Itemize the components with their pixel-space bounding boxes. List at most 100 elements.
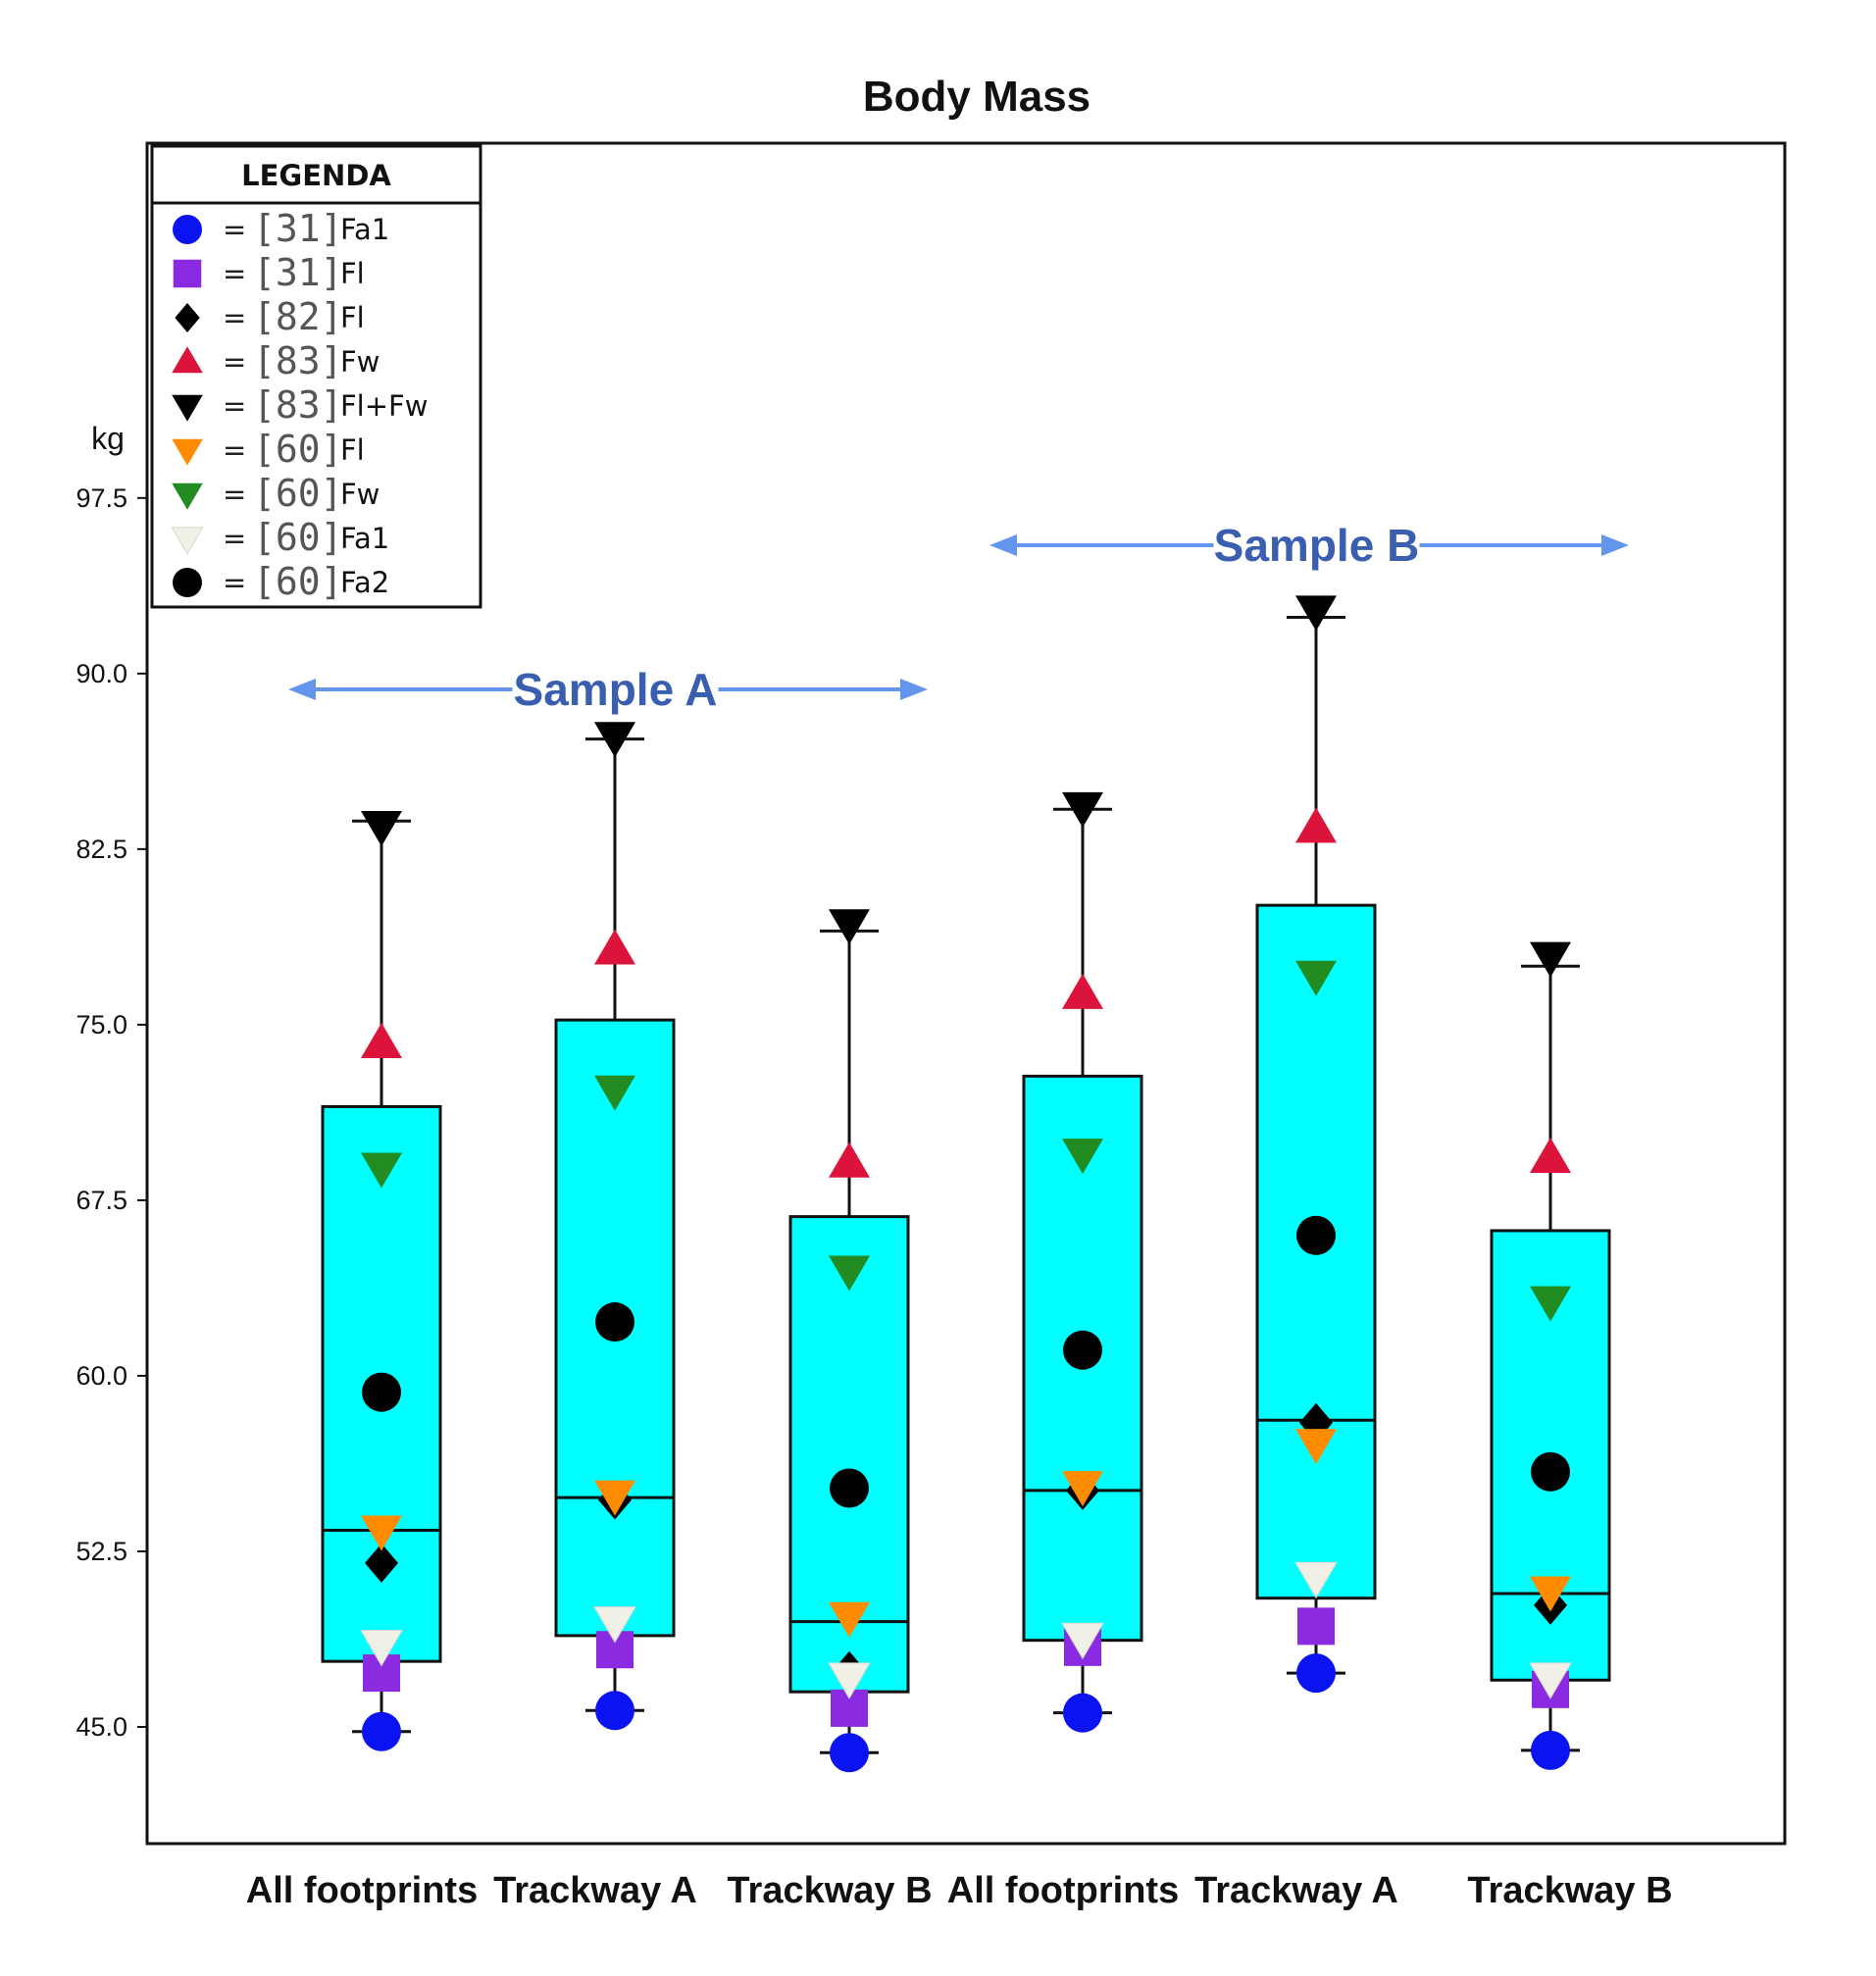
marker-60-fa1: [1529, 1662, 1572, 1699]
legend-ref: [82]: [253, 295, 343, 338]
marker-83-fw: [1062, 973, 1103, 1009]
marker-60-fw: [1295, 960, 1337, 996]
box-2: [554, 737, 676, 1712]
legend-item: = [83]Fl+Fw: [172, 383, 428, 427]
box-5: [1255, 616, 1377, 1675]
legend-marker-60-fa1: [171, 527, 204, 555]
marker-60-fa2: [362, 1372, 401, 1412]
category-label: Trackway A: [493, 1870, 697, 1911]
legend-code: Fa1: [340, 213, 389, 246]
legend-item: = [82]Fl: [175, 295, 365, 338]
box-4: [1022, 807, 1143, 1715]
legend-equals: =: [223, 257, 246, 290]
marker-31-fa1: [1063, 1693, 1102, 1733]
legend-item: = [83]Fw: [172, 339, 380, 382]
sample-arrowhead-right: [900, 679, 928, 700]
legend-ref: [60]: [253, 472, 343, 515]
box-1: [321, 819, 442, 1734]
marker-60-fa2: [595, 1302, 634, 1343]
sample-arrowhead-left: [989, 534, 1017, 556]
legend-code: Fa1: [340, 522, 389, 555]
y-axis-unit-label: kg: [91, 421, 125, 456]
y-tick-label: 97.5: [76, 483, 127, 513]
legend-marker-60-fl: [172, 438, 203, 466]
legend-marker-60-fw: [172, 482, 203, 510]
marker-60-fa1: [593, 1606, 636, 1644]
marker-60-fl: [361, 1515, 402, 1551]
marker-60-fl: [829, 1601, 870, 1638]
sample-groups: Sample A Sample B: [288, 520, 1629, 715]
category-label: All footprints: [246, 1870, 478, 1911]
marker-60-fa2: [1531, 1451, 1570, 1492]
marker-83-fl-fw: [1530, 941, 1571, 978]
legend-equals: =: [223, 522, 246, 555]
plot-frame: [145, 141, 1787, 1846]
marker-60-fa1: [828, 1662, 871, 1699]
marker-83-fw: [829, 1141, 870, 1178]
y-tick-label: 82.5: [76, 835, 127, 864]
marker-83-fl-fw: [829, 909, 870, 945]
marker-31-fa1: [595, 1691, 634, 1731]
category-labels: All footprints Trackway A Trackway B All fo…: [246, 1870, 1673, 1911]
marker-83-fl-fw: [361, 811, 402, 847]
marker-82-fl: [365, 1543, 398, 1583]
marker-60-fw: [1062, 1139, 1103, 1175]
sample-arrowhead-right: [1601, 534, 1629, 556]
y-tick-label: 45.0: [76, 1712, 127, 1742]
legend-equals: =: [223, 389, 246, 423]
marker-83-fl-fw: [1062, 791, 1103, 828]
sample-arrowhead-left: [288, 679, 316, 700]
marker-60-fw: [361, 1152, 402, 1189]
y-tick-label: 60.0: [76, 1361, 127, 1391]
legend-marker-82-fl: [175, 303, 200, 332]
category-label: Trackway B: [727, 1870, 932, 1911]
marker-31-fa1: [1296, 1653, 1336, 1694]
marker-83-fw: [1295, 807, 1337, 843]
legend-ref: [60]: [253, 428, 343, 471]
legend: LEGENDA= [31]Fa1= [31]Fl= [82]Fl= [83]Fw= [83…: [150, 144, 482, 609]
legend-marker-83-fl-fw: [172, 394, 203, 422]
legend-equals: =: [223, 301, 246, 334]
legend-code: Fl: [340, 433, 365, 467]
category-label: Trackway B: [1467, 1870, 1672, 1911]
marker-83-fw: [594, 929, 635, 965]
data-markers: [360, 595, 1572, 1773]
legend-ref: [31]: [253, 251, 343, 294]
y-tick-label: 90.0: [76, 659, 127, 688]
legend-ref: [83]: [253, 383, 343, 427]
legend-code: Fl: [340, 301, 365, 334]
marker-60-fa2: [1296, 1215, 1336, 1255]
legend-code: Fl+Fw: [340, 389, 428, 423]
legend-ref: [60]: [253, 560, 343, 603]
legend-code: Fw: [340, 345, 380, 379]
marker-60-fa1: [1294, 1561, 1338, 1599]
legend-item: = [60]Fa1: [171, 516, 389, 559]
legend-equals: =: [223, 478, 246, 511]
marker-83-fl-fw: [594, 722, 635, 758]
marker-83-fw: [1530, 1137, 1571, 1173]
legend-equals: =: [223, 433, 246, 467]
legend-equals: =: [223, 213, 246, 246]
y-tick-label: 52.5: [76, 1537, 127, 1566]
marker-60-fl: [1062, 1471, 1103, 1507]
marker-31-fa1: [830, 1733, 869, 1773]
legend-ref: [83]: [253, 339, 343, 382]
marker-60-fa2: [1063, 1330, 1102, 1370]
legend-code: Fw: [340, 478, 380, 511]
legend-title: LEGENDA: [241, 159, 391, 192]
marker-60-fl: [1530, 1576, 1571, 1612]
marker-60-fa1: [360, 1629, 403, 1667]
y-tick-label: 75.0: [76, 1010, 127, 1039]
sample-group-label: Sample A: [514, 664, 718, 715]
legend-equals: =: [223, 566, 246, 599]
legend-item: = [60]Fa2: [173, 560, 389, 603]
legend-box: [150, 144, 482, 609]
legend-marker-60-fa2: [173, 568, 202, 597]
chart-title: Body Mass: [863, 73, 1090, 121]
marker-31-fl: [1297, 1607, 1335, 1646]
boxes: [321, 616, 1611, 1754]
category-label: Trackway A: [1194, 1870, 1398, 1911]
y-tick-label: 67.5: [76, 1186, 127, 1215]
marker-60-fw: [829, 1255, 870, 1292]
